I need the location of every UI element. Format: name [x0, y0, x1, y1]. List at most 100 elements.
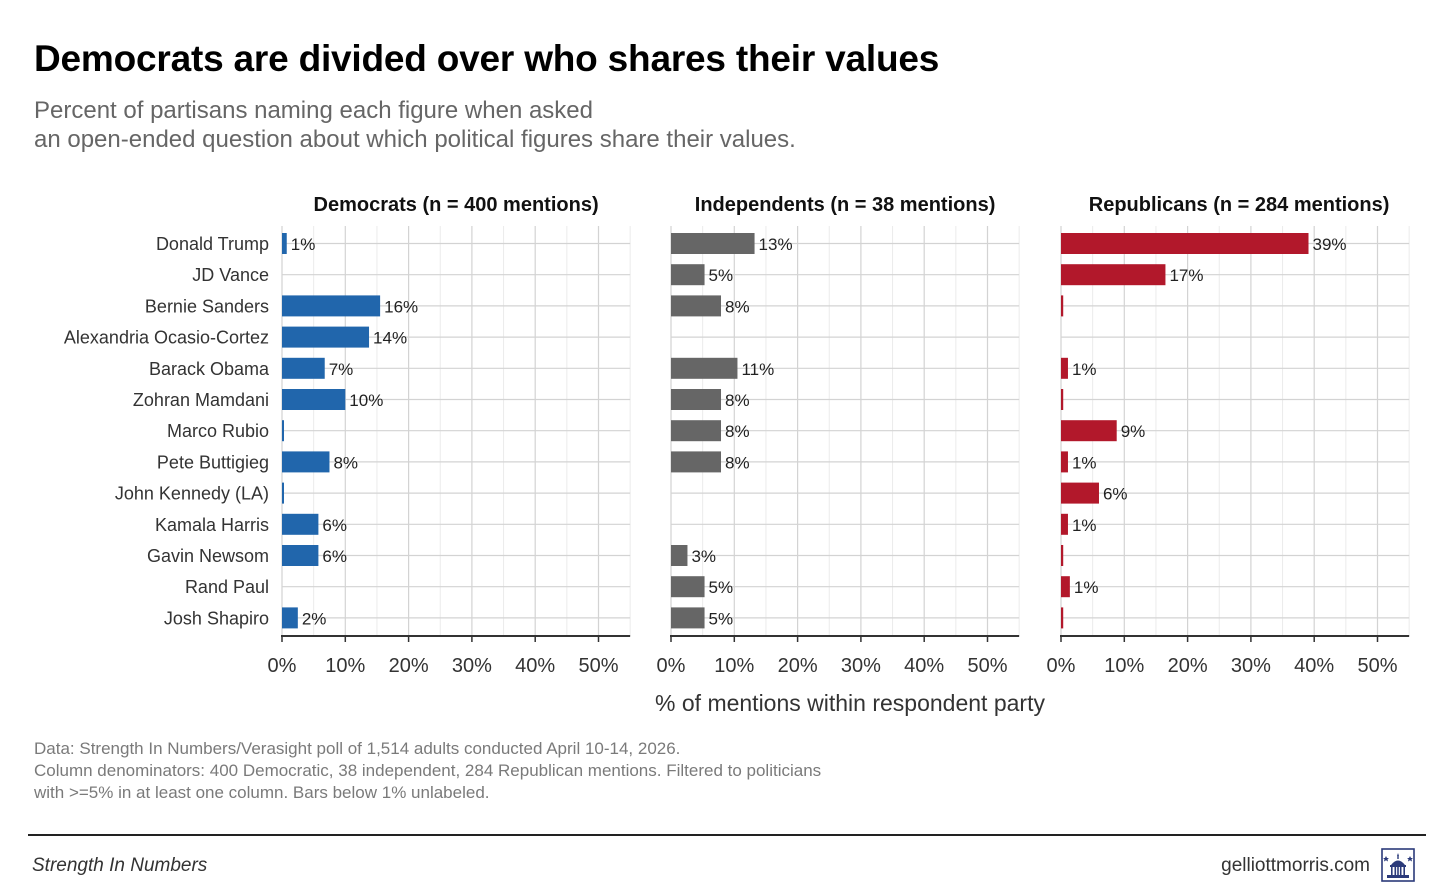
bar [1061, 389, 1064, 410]
bar [671, 607, 705, 629]
footer-divider [28, 834, 1426, 836]
bar [671, 357, 738, 379]
x-tick-label: 40% [515, 655, 555, 677]
bar [1061, 357, 1068, 379]
bar [1061, 451, 1068, 473]
x-tick-label: 20% [389, 655, 429, 677]
bar [1061, 607, 1064, 629]
bar-value-label: 8% [333, 453, 358, 472]
x-tick-label: 0% [268, 655, 297, 677]
category-label: Rand Paul [185, 577, 269, 597]
x-tick-label: 0% [1047, 655, 1076, 677]
bar [282, 389, 346, 410]
x-tick-label: 30% [452, 655, 492, 677]
bar [282, 482, 284, 504]
bar-value-label: 13% [759, 235, 793, 254]
category-label: Josh Shapiro [164, 608, 269, 628]
bar-value-label: 1% [1072, 360, 1097, 379]
footer-publication: Strength In Numbers [32, 855, 208, 876]
bar [1061, 264, 1166, 286]
bar-value-label: 6% [1103, 485, 1128, 504]
bar-value-label: 16% [384, 297, 418, 316]
bar-value-label: 10% [349, 391, 383, 410]
caption-line: Column denominators: 400 Democratic, 38 … [34, 761, 822, 780]
bar [1061, 482, 1099, 504]
bar-value-label: 2% [302, 609, 327, 628]
x-tick-label: 10% [325, 655, 365, 677]
bar [282, 513, 319, 535]
category-label: Alexandria Ocasio-Cortez [64, 328, 269, 348]
bar [282, 233, 287, 254]
bar [671, 576, 705, 598]
bar [282, 607, 298, 629]
x-tick-label: 20% [1168, 655, 1208, 677]
bar-value-label: 1% [1074, 578, 1099, 597]
bar [671, 420, 722, 442]
bar [1061, 513, 1068, 535]
bar-value-label: 11% [741, 360, 774, 379]
bar [282, 326, 370, 348]
bar [282, 451, 330, 473]
bar-value-label: 5% [709, 578, 734, 597]
x-tick-label: 50% [967, 655, 1007, 677]
category-label: JD Vance [192, 265, 269, 285]
bar-value-label: 3% [691, 547, 716, 566]
bar [282, 545, 319, 566]
chart-subtitle: Percent of partisans naming each figure … [34, 96, 1034, 154]
x-tick-label: 20% [778, 655, 818, 677]
bar [671, 545, 688, 566]
bar-value-label: 8% [725, 422, 750, 441]
footer-website-link[interactable]: gelliottmorris.com [1221, 855, 1370, 876]
bar-value-label: 8% [725, 391, 750, 410]
source-caption: Data: Strength In Numbers/Verasight poll… [34, 738, 1134, 804]
category-label: Marco Rubio [167, 421, 269, 441]
category-label: Gavin Newsom [147, 546, 269, 566]
x-tick-label: 0% [657, 655, 686, 677]
category-label: Kamala Harris [155, 515, 269, 535]
subtitle-line: Percent of partisans naming each figure … [34, 97, 593, 124]
x-tick-label: 30% [841, 655, 881, 677]
x-tick-label: 50% [578, 655, 618, 677]
bar [282, 420, 284, 442]
category-label: Barack Obama [149, 359, 270, 379]
bar [282, 295, 381, 317]
capitol-logo-icon [1381, 848, 1415, 882]
bar-value-label: 7% [329, 360, 354, 379]
bar [1061, 545, 1064, 566]
bar [1061, 420, 1117, 442]
bar-value-label: 1% [1072, 516, 1097, 535]
subtitle-line: an open-ended question about which polit… [34, 126, 796, 153]
category-label: Zohran Mamdani [133, 390, 269, 410]
bar-value-label: 39% [1313, 235, 1347, 254]
chart-title: Democrats are divided over who shares th… [34, 38, 940, 79]
x-tick-label: 10% [714, 655, 754, 677]
bar-value-label: 8% [725, 297, 750, 316]
bar-value-label: 5% [709, 609, 734, 628]
x-axis-title: % of mentions within respondent party [655, 690, 1045, 716]
x-tick-label: 30% [1231, 655, 1271, 677]
bar [671, 233, 755, 254]
x-tick-label: 10% [1104, 655, 1144, 677]
bar-value-label: 17% [1169, 266, 1203, 285]
bar-value-label: 14% [373, 329, 407, 348]
bar [1061, 295, 1064, 317]
category-label: John Kennedy (LA) [115, 484, 269, 504]
bar [671, 451, 722, 473]
bar-value-label: 6% [322, 516, 347, 535]
bar [1061, 576, 1070, 598]
bar [671, 295, 722, 317]
bar [671, 389, 722, 410]
bar-value-label: 1% [291, 235, 316, 254]
bar [1061, 233, 1309, 254]
caption-line: with >=5% in at least one column. Bars b… [34, 783, 490, 802]
bar [282, 357, 325, 379]
x-tick-label: 50% [1357, 655, 1397, 677]
category-label: Bernie Sanders [145, 296, 269, 316]
facet-title: Republicans (n = 284 mentions) [1089, 194, 1390, 216]
category-label: Donald Trump [156, 234, 269, 254]
bar-value-label: 1% [1072, 453, 1097, 472]
facet-title: Democrats (n = 400 mentions) [314, 194, 599, 216]
bar-value-label: 6% [322, 547, 347, 566]
bar-value-label: 9% [1121, 422, 1146, 441]
